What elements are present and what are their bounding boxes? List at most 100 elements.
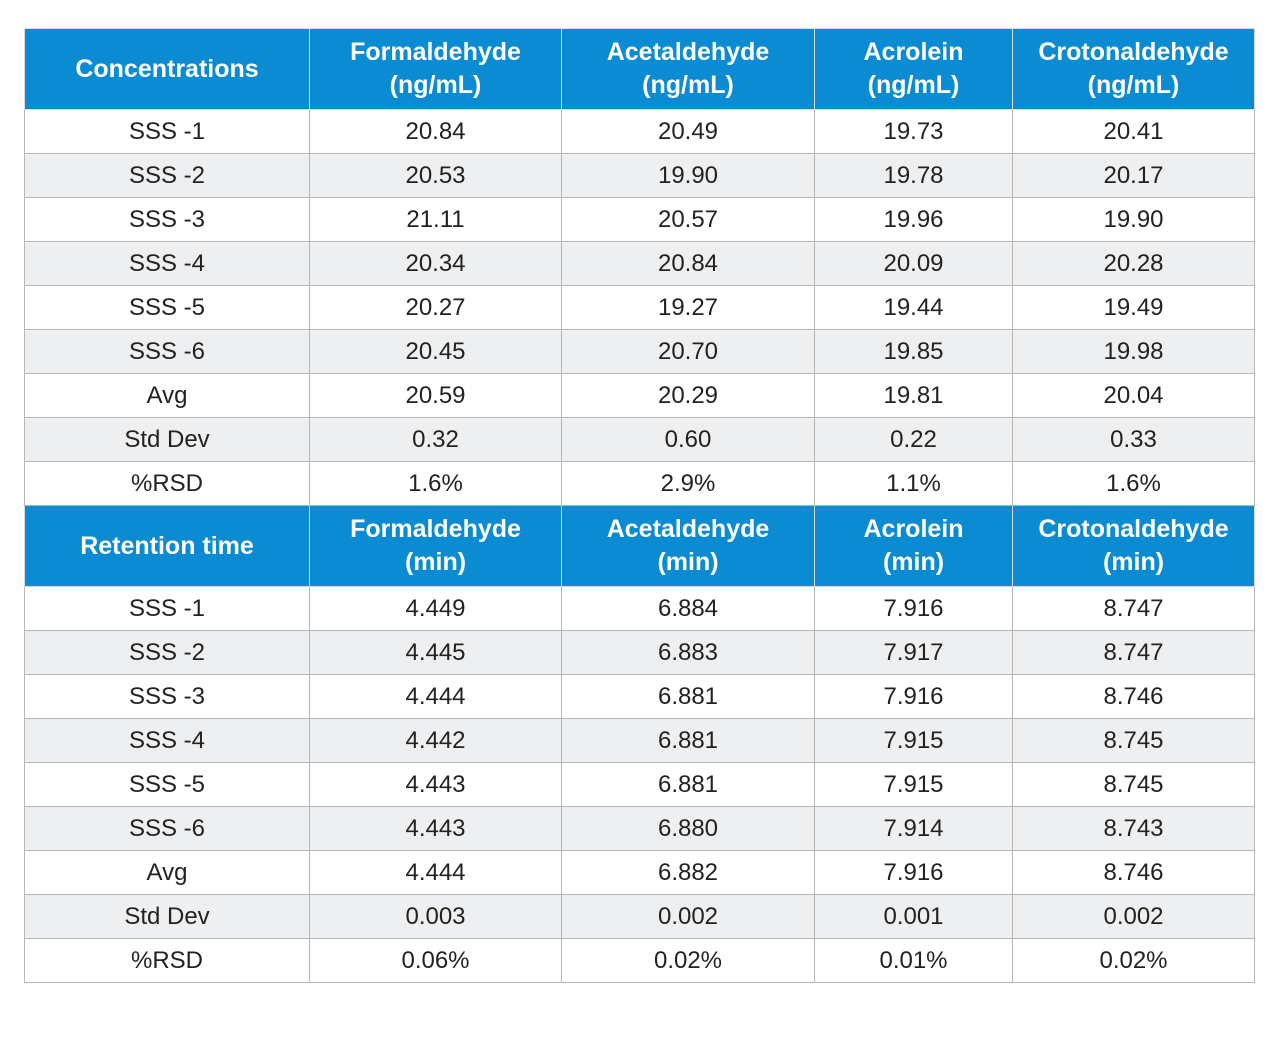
table-cell: 6.880	[561, 806, 815, 851]
column-header-name: Crotonaldehyde	[1038, 38, 1229, 66]
row-label: SSS -3	[24, 674, 310, 719]
table-cell: 0.60	[561, 417, 815, 462]
table-row: SSS -3 21.11 20.57 19.96 19.90	[24, 197, 1255, 242]
table-row: SSS -6 20.45 20.70 19.85 19.98	[24, 329, 1255, 374]
table-cell: 19.27	[561, 285, 815, 330]
table-cell: 0.06%	[309, 938, 562, 983]
row-label: SSS -3	[24, 197, 310, 242]
table-cell: 19.85	[814, 329, 1013, 374]
row-label: SSS -5	[24, 762, 310, 807]
table-cell: 7.916	[814, 586, 1013, 631]
table-row: Avg 4.444 6.882 7.916 8.746	[24, 850, 1255, 895]
retention-time-header-row: Retention time Formaldehyde (min) Acetaldeh…	[24, 505, 1255, 587]
row-label: SSS -1	[24, 109, 310, 154]
table-cell: 4.443	[309, 806, 562, 851]
table-cell: 7.916	[814, 850, 1013, 895]
column-header: Formaldehyde (min)	[309, 505, 562, 587]
table-cell: 0.02%	[1012, 938, 1255, 983]
table-cell: 0.002	[561, 894, 815, 939]
column-header: Formaldehyde (ng/mL)	[309, 28, 562, 110]
table-cell: 20.28	[1012, 241, 1255, 286]
column-header: Acetaldehyde (ng/mL)	[561, 28, 815, 110]
table-cell: 20.84	[309, 109, 562, 154]
table-cell: 8.747	[1012, 586, 1255, 631]
table-cell: 0.001	[814, 894, 1013, 939]
table-cell: 6.882	[561, 850, 815, 895]
table-row: %RSD 1.6% 2.9% 1.1% 1.6%	[24, 461, 1255, 506]
column-header: Acetaldehyde (min)	[561, 505, 815, 587]
table-cell: 19.81	[814, 373, 1013, 418]
table-cell: 20.34	[309, 241, 562, 286]
column-header-name: Acetaldehyde	[606, 515, 770, 543]
column-header-unit: (min)	[1102, 548, 1165, 576]
table-cell: 7.915	[814, 718, 1013, 763]
results-table-body: Concentrations Formaldehyde (ng/mL) Acetald…	[24, 28, 1255, 983]
column-header: Acrolein (ng/mL)	[814, 28, 1013, 110]
table-cell: 7.916	[814, 674, 1013, 719]
retention-time-section-title: Retention time	[24, 505, 310, 587]
table-cell: 6.881	[561, 718, 815, 763]
table-cell: 4.442	[309, 718, 562, 763]
table-cell: 1.6%	[309, 461, 562, 506]
row-label: Avg	[24, 850, 310, 895]
table-cell: 19.96	[814, 197, 1013, 242]
column-header-name: Formaldehyde	[350, 38, 521, 66]
table-cell: 20.49	[561, 109, 815, 154]
table-cell: 1.6%	[1012, 461, 1255, 506]
table-cell: 20.57	[561, 197, 815, 242]
column-header-unit: (ng/mL)	[867, 71, 960, 99]
column-header-unit: (min)	[882, 548, 945, 576]
table-cell: 0.02%	[561, 938, 815, 983]
table-cell: 19.44	[814, 285, 1013, 330]
table-cell: 6.883	[561, 630, 815, 675]
table-cell: 8.743	[1012, 806, 1255, 851]
table-cell: 20.17	[1012, 153, 1255, 198]
table-cell: 8.745	[1012, 762, 1255, 807]
table-row: SSS -2 20.53 19.90 19.78 20.17	[24, 153, 1255, 198]
table-cell: 0.33	[1012, 417, 1255, 462]
row-label: SSS -2	[24, 630, 310, 675]
table-cell: 4.449	[309, 586, 562, 631]
table-cell: 6.881	[561, 762, 815, 807]
table-cell: 8.747	[1012, 630, 1255, 675]
table-cell: 4.444	[309, 850, 562, 895]
table-row: SSS -3 4.444 6.881 7.916 8.746	[24, 674, 1255, 719]
table-cell: 19.98	[1012, 329, 1255, 374]
row-label: Std Dev	[24, 894, 310, 939]
table-row: Std Dev 0.003 0.002 0.001 0.002	[24, 894, 1255, 939]
table-row: SSS -4 4.442 6.881 7.915 8.745	[24, 718, 1255, 763]
column-header-unit: (min)	[657, 548, 719, 576]
table-row: SSS -4 20.34 20.84 20.09 20.28	[24, 241, 1255, 286]
table-cell: 21.11	[309, 197, 562, 242]
table-row: Std Dev 0.32 0.60 0.22 0.33	[24, 417, 1255, 462]
table-cell: 19.90	[1012, 197, 1255, 242]
table-row: SSS -1 20.84 20.49 19.73 20.41	[24, 109, 1255, 154]
row-label: %RSD	[24, 938, 310, 983]
column-header-unit: (min)	[404, 548, 467, 576]
table-cell: 20.04	[1012, 373, 1255, 418]
row-label: SSS -6	[24, 806, 310, 851]
table-cell: 0.22	[814, 417, 1013, 462]
column-header-unit: (ng/mL)	[389, 71, 482, 99]
table-cell: 0.003	[309, 894, 562, 939]
table-cell: 4.443	[309, 762, 562, 807]
table-row: SSS -1 4.449 6.884 7.916 8.747	[24, 586, 1255, 631]
column-header: Crotonaldehyde (min)	[1012, 505, 1255, 587]
row-label: SSS -4	[24, 241, 310, 286]
table-cell: 20.41	[1012, 109, 1255, 154]
table-cell: 19.90	[561, 153, 815, 198]
row-label: Avg	[24, 373, 310, 418]
row-label: %RSD	[24, 461, 310, 506]
row-label: SSS -2	[24, 153, 310, 198]
table-cell: 20.59	[309, 373, 562, 418]
table-row: SSS -5 20.27 19.27 19.44 19.49	[24, 285, 1255, 330]
column-header-unit: (ng/mL)	[642, 71, 734, 99]
table-cell: 20.45	[309, 329, 562, 374]
column-header-unit: (ng/mL)	[1087, 71, 1180, 99]
column-header-name: Acetaldehyde	[606, 38, 770, 66]
row-label: SSS -6	[24, 329, 310, 374]
column-header: Acrolein (min)	[814, 505, 1013, 587]
table-cell: 4.445	[309, 630, 562, 675]
concentrations-section-title: Concentrations	[24, 28, 310, 110]
table-cell: 0.01%	[814, 938, 1013, 983]
